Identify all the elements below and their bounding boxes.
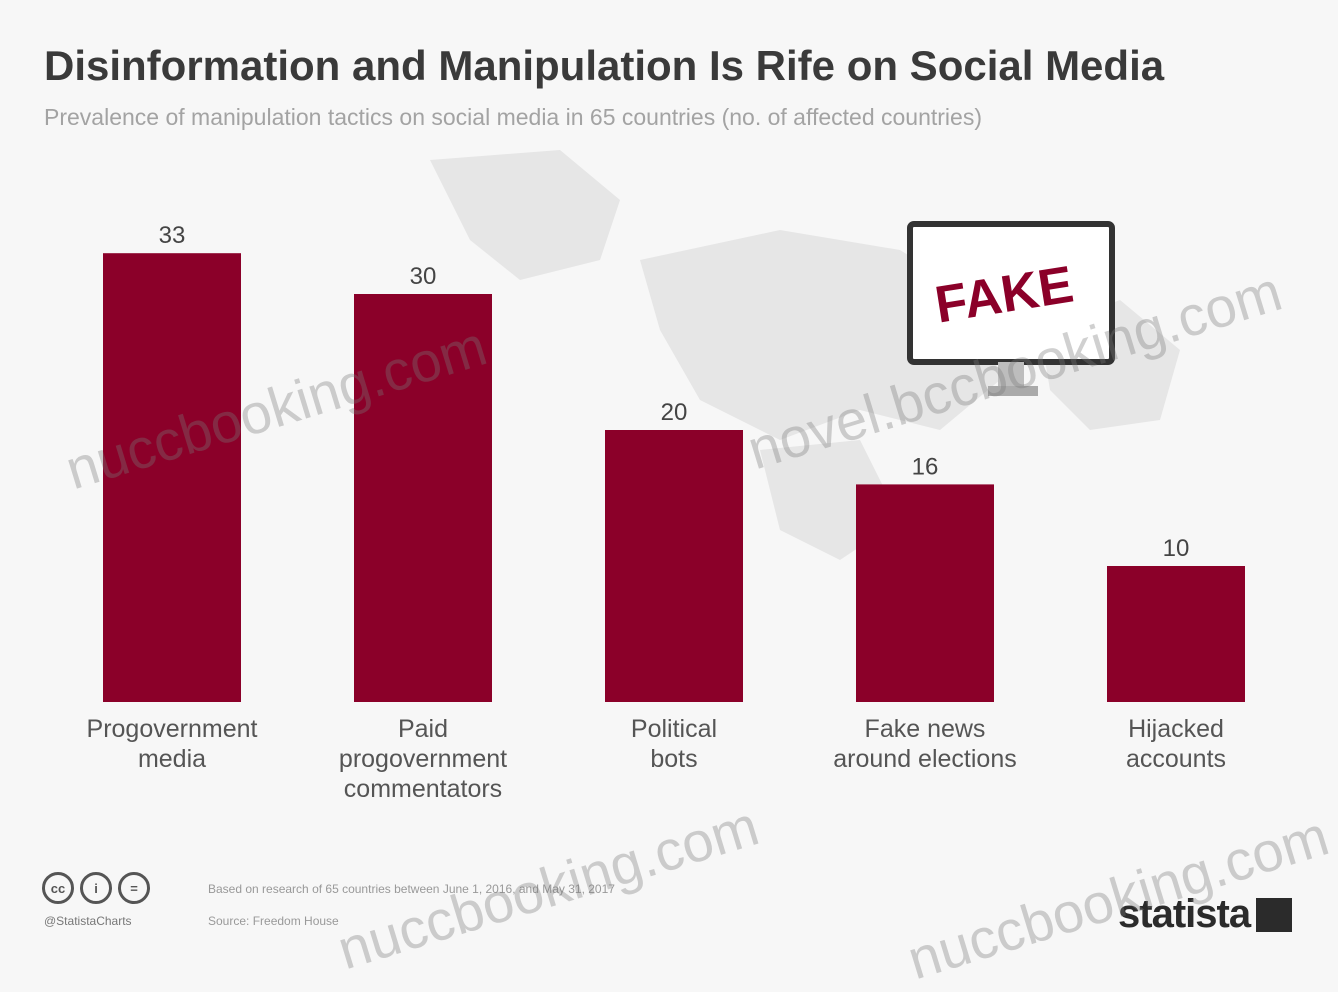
bar-3 <box>605 430 743 702</box>
category-label-5-line-1: Hijacked <box>1128 715 1224 743</box>
fake-monitor-illustration: FAKE <box>907 221 1115 396</box>
category-label-1-line-1: Progovernment <box>87 715 258 743</box>
category-label-3-line-2: bots <box>650 745 697 773</box>
bar-5 <box>1107 566 1245 702</box>
category-label-4-line-1: Fake news <box>865 715 986 743</box>
data-label-4: 16 <box>912 453 939 480</box>
data-label-5: 10 <box>1163 535 1190 562</box>
bar-2 <box>354 294 492 702</box>
statista-logo-icon <box>1256 897 1293 932</box>
data-label-3: 20 <box>661 399 688 426</box>
category-label-2-line-2: progovernment <box>339 745 507 773</box>
statista-wordmark: statista <box>1118 892 1251 936</box>
category-label-3-line-1: Political <box>631 715 717 743</box>
category-label-4-line-2: around elections <box>833 745 1016 773</box>
category-label-1-line-2: media <box>138 745 206 773</box>
chart-title: Disinformation and Manipulation Is Rife … <box>44 42 1165 89</box>
research-note: Based on research of 65 countries betwee… <box>208 882 615 896</box>
data-label-1: 33 <box>159 222 186 249</box>
data-label-2: 30 <box>410 263 437 290</box>
monitor-stand <box>988 386 1038 396</box>
cc-icon: cc <box>42 872 74 904</box>
category-label-2-line-3: commentators <box>344 775 502 803</box>
source-note: Source: Freedom House <box>208 914 339 928</box>
chart-subtitle: Prevalence of manipulation tactics on so… <box>44 104 982 130</box>
category-label-5-line-2: accounts <box>1126 745 1226 773</box>
category-label-2-line-1: Paid <box>398 715 448 743</box>
nd-icon: = <box>118 872 150 904</box>
statista-logo: statista <box>1118 892 1293 937</box>
license-icons: cc i = <box>42 872 150 904</box>
by-icon: i <box>80 872 112 904</box>
bar-4 <box>856 484 994 702</box>
bar-1 <box>103 253 241 702</box>
statista-handle: @StatistaCharts <box>44 914 132 928</box>
monitor-neck <box>998 362 1024 386</box>
